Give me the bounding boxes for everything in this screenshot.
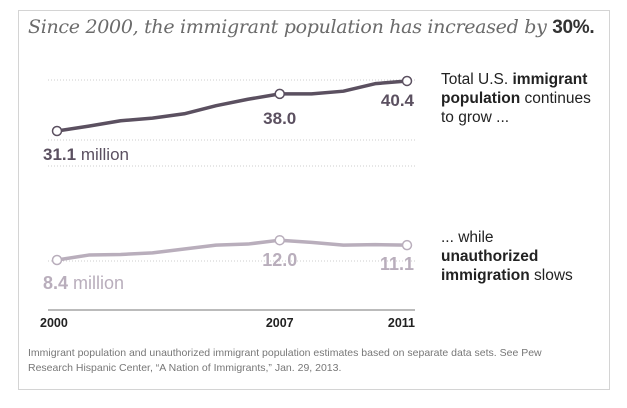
- data-label-mid: 38.0: [263, 109, 296, 128]
- data-label-last: 11.1: [380, 254, 414, 274]
- annotation-bold: population: [441, 90, 521, 107]
- footnote-line: Immigrant population and unauthorized im…: [28, 347, 542, 359]
- data-label-first: 31.1 million: [43, 145, 129, 164]
- annotation-bold: immigration: [441, 267, 530, 284]
- annotation-bold: unauthorized: [441, 248, 539, 265]
- footnote-line: Research Hispanic Center, “A Nation of I…: [28, 362, 342, 374]
- annotation-text: Total U.S.: [441, 71, 513, 88]
- data-point: [274, 234, 285, 246]
- data-label-unit: million: [76, 145, 129, 164]
- annotation-bold: immigrant: [512, 71, 588, 88]
- annotation-text: slows: [529, 267, 573, 284]
- annotation-text: continues: [520, 90, 591, 107]
- x-tick-label: 2007: [266, 316, 294, 330]
- annotation-top: Total U.S. immigrant population continue…: [441, 70, 591, 127]
- data-label-value: 31.1: [43, 145, 76, 164]
- data-point: [401, 75, 413, 87]
- annotation-text: ... while: [441, 229, 494, 246]
- chart-title: Since 2000, the immigrant population has…: [28, 16, 595, 39]
- data-point: [51, 254, 63, 266]
- series-line-1: [56, 238, 408, 262]
- x-tick-label: 2000: [40, 316, 68, 330]
- data-point: [274, 88, 285, 100]
- chart-frame: [18, 10, 610, 390]
- data-label-last: 40.4: [381, 91, 415, 110]
- data-label-first: 8.4 million: [43, 273, 124, 293]
- series-line-0: [56, 79, 408, 133]
- data-label-value: 8.4: [43, 273, 68, 293]
- data-point: [401, 239, 413, 251]
- data-label-mid: 12.0: [262, 250, 297, 270]
- annotation-bottom: ... while unauthorized immigration slows: [441, 228, 573, 285]
- annotation-text: to grow ...: [441, 109, 510, 126]
- title-text: Since 2000, the immigrant population has…: [28, 16, 553, 38]
- x-tick-label: 2011: [388, 316, 415, 330]
- data-label-unit: million: [68, 273, 124, 293]
- title-emphasis: 30%.: [552, 17, 595, 38]
- footnote: Immigrant population and unauthorized im…: [28, 346, 598, 376]
- data-point: [51, 125, 63, 137]
